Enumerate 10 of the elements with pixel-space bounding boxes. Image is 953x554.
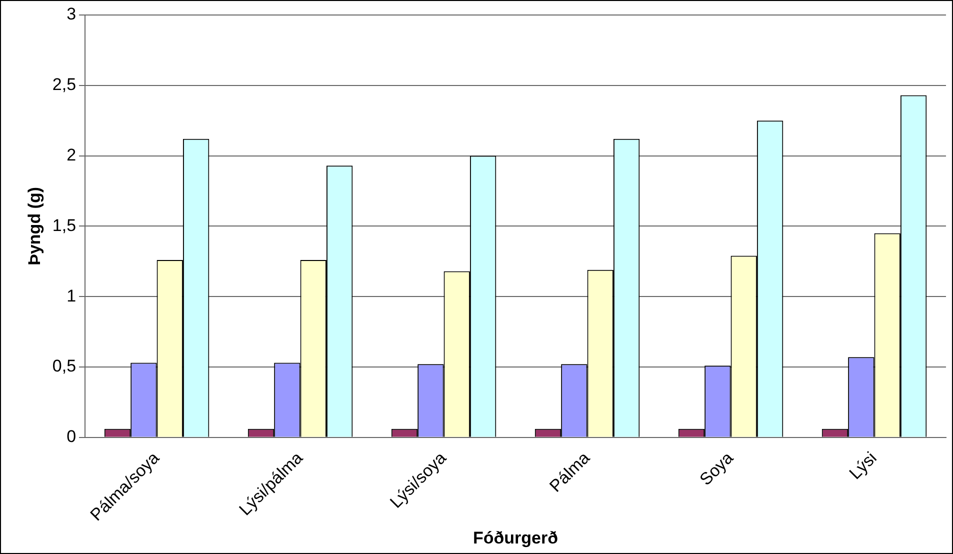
y-tick-label: 0 [66, 427, 76, 446]
x-axis-title: Fóðurgerð [473, 528, 558, 548]
y-tick-label: 2,5 [52, 75, 76, 94]
y-tick-label: 3 [66, 4, 76, 24]
y-tick-label: 0,5 [52, 356, 76, 376]
y-tick-label: 1,5 [52, 216, 76, 235]
y-tick-label: 1 [66, 286, 76, 306]
y-tick-label: 2 [66, 145, 76, 164]
y-axis-title: Þyngd (g) [24, 186, 44, 266]
x-tick-label: Lýsi [846, 448, 880, 484]
